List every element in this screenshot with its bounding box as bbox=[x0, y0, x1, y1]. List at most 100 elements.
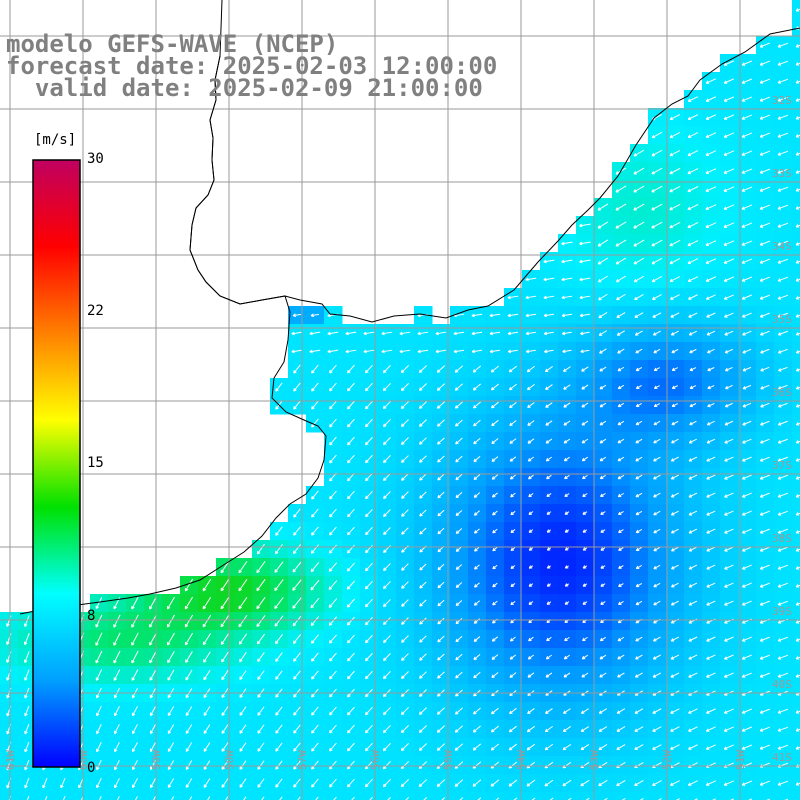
wind-cell bbox=[36, 792, 55, 800]
wind-arrow bbox=[528, 511, 534, 515]
wind-cell bbox=[792, 522, 800, 541]
wind-arrow bbox=[437, 455, 445, 463]
wind-arrow bbox=[275, 724, 283, 734]
wind-arrow bbox=[528, 636, 534, 642]
wind-arrow bbox=[436, 707, 445, 715]
wind-arrow bbox=[473, 618, 481, 624]
wind-arrow bbox=[724, 510, 734, 516]
wind-arrow bbox=[777, 456, 788, 462]
wind-arrow bbox=[795, 620, 800, 624]
wind-arrow bbox=[257, 742, 265, 752]
wind-arrow bbox=[705, 744, 716, 750]
wind-arrow bbox=[561, 277, 573, 282]
wind-cell bbox=[108, 792, 127, 800]
wind-arrow bbox=[365, 652, 373, 662]
wind-arrow bbox=[441, 797, 446, 800]
wind-arrow bbox=[455, 582, 463, 588]
wind-arrow bbox=[759, 546, 770, 552]
coastline bbox=[19, 0, 800, 615]
wind-arrow bbox=[688, 456, 698, 462]
wind-cell bbox=[306, 792, 325, 800]
wind-arrow bbox=[651, 131, 663, 139]
wind-arrow bbox=[599, 438, 607, 444]
wind-arrow bbox=[599, 402, 607, 408]
wind-arrow bbox=[742, 312, 752, 318]
wind-arrow bbox=[472, 725, 481, 733]
wind-arrow bbox=[562, 349, 572, 354]
wind-arrow bbox=[436, 743, 446, 751]
wind-arrow bbox=[327, 349, 339, 354]
wind-cell bbox=[792, 0, 800, 19]
wind-arrow bbox=[472, 779, 482, 787]
wind-arrow bbox=[706, 654, 716, 660]
wind-arrow bbox=[113, 650, 121, 664]
wind-arrow bbox=[275, 670, 283, 680]
wind-arrow bbox=[615, 239, 627, 247]
wind-arrow bbox=[621, 797, 626, 800]
wind-arrow bbox=[419, 635, 427, 643]
longitude-label: 59W bbox=[150, 750, 163, 770]
wind-arrow bbox=[580, 349, 590, 354]
wind-arrow bbox=[742, 474, 752, 480]
wind-arrow bbox=[759, 582, 770, 588]
wind-arrow bbox=[653, 385, 660, 389]
wind-arrow bbox=[795, 116, 800, 120]
wind-arrow bbox=[508, 365, 518, 373]
wind-arrow bbox=[777, 60, 789, 66]
wind-arrow bbox=[706, 456, 716, 462]
wind-arrow bbox=[418, 383, 428, 391]
wind-arrow bbox=[618, 565, 624, 569]
wind-arrow bbox=[152, 796, 156, 800]
wind-arrow bbox=[491, 456, 499, 462]
wind-arrow bbox=[492, 600, 498, 606]
wind-arrow bbox=[795, 656, 800, 660]
wind-arrow bbox=[492, 582, 498, 588]
wind-arrow bbox=[777, 474, 789, 480]
wind-arrow bbox=[472, 707, 481, 715]
wind-arrow bbox=[597, 203, 609, 211]
wind-arrow bbox=[563, 402, 571, 408]
wind-cell bbox=[0, 792, 19, 800]
wind-arrow bbox=[635, 510, 643, 516]
wind-arrow bbox=[723, 96, 735, 102]
wind-arrow bbox=[346, 580, 356, 590]
wind-arrow bbox=[365, 436, 373, 446]
wind-arrow bbox=[329, 778, 337, 788]
wind-arrow bbox=[777, 132, 789, 138]
wind-arrow bbox=[689, 385, 697, 390]
wind-arrow bbox=[723, 132, 735, 138]
wind-arrow bbox=[598, 293, 608, 301]
longitude-label: 53W bbox=[588, 750, 601, 770]
wind-arrow bbox=[795, 314, 800, 318]
wind-cell bbox=[792, 36, 800, 55]
wind-cell bbox=[54, 792, 73, 800]
wind-cell bbox=[504, 792, 523, 800]
wind-arrow bbox=[759, 654, 770, 660]
wind-arrow bbox=[795, 728, 800, 732]
wind-arrow bbox=[238, 560, 248, 574]
wind-arrow bbox=[688, 294, 698, 300]
wind-arrow bbox=[473, 671, 481, 679]
wind-arrow bbox=[293, 508, 301, 518]
wind-arrow bbox=[400, 725, 409, 734]
wind-arrow bbox=[563, 384, 571, 390]
wind-arrow bbox=[795, 278, 800, 282]
wind-cell bbox=[774, 792, 793, 800]
wind-arrow bbox=[203, 742, 211, 752]
wind-arrow bbox=[724, 312, 734, 318]
wind-arrow bbox=[347, 724, 355, 734]
wind-arrow bbox=[275, 760, 283, 770]
wind-arrow bbox=[400, 437, 409, 445]
wind-cell bbox=[792, 108, 800, 127]
wind-arrow bbox=[777, 438, 788, 444]
wind-cell bbox=[792, 486, 800, 505]
wind-arrow bbox=[671, 403, 679, 408]
wind-arrow bbox=[149, 596, 157, 610]
latitude-labels: 32S 33S 34S 35S 36S 37S 38S 39S 40S 41S bbox=[772, 94, 792, 764]
wind-arrow bbox=[365, 526, 373, 536]
wind-arrow bbox=[777, 222, 789, 228]
colorbar-tick-0: 0 bbox=[87, 760, 96, 776]
wind-arrow bbox=[149, 650, 157, 664]
wind-arrow bbox=[419, 617, 427, 625]
wind-arrow bbox=[455, 618, 463, 625]
